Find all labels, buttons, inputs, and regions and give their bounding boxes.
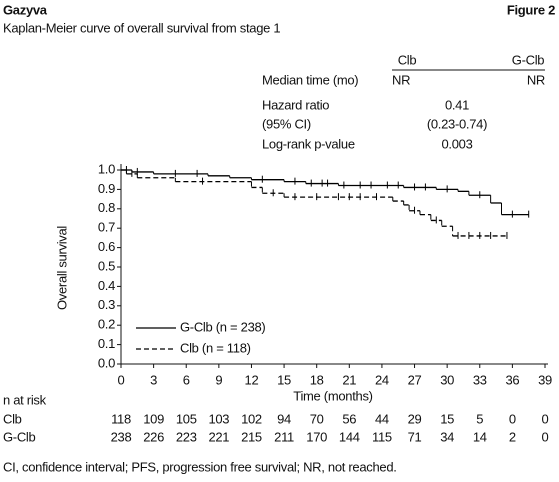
risk-title: n at risk	[3, 392, 47, 407]
risk-value: 238	[111, 429, 132, 444]
risk-value: 5	[476, 411, 483, 426]
x-tick-label: 12	[245, 372, 259, 387]
legend-label: Clb (n = 118)	[180, 340, 251, 355]
risk-value: 226	[143, 429, 164, 444]
stats-label: Hazard ratio	[262, 97, 329, 112]
risk-value: 221	[208, 429, 229, 444]
y-tick-label: 1.0	[98, 161, 115, 176]
risk-value: 211	[274, 429, 294, 444]
risk-value: 109	[143, 411, 164, 426]
stats-value: (0.23-0.74)	[427, 116, 487, 131]
x-tick-label: 24	[375, 372, 389, 387]
risk-value: 223	[176, 429, 197, 444]
risk-value: 0	[509, 411, 516, 426]
stats-col: G-Clb	[512, 52, 545, 67]
x-tick-label: 33	[473, 372, 487, 387]
stats-col: Clb	[398, 52, 417, 67]
y-tick-label: 0.2	[98, 317, 115, 332]
risk-value: 94	[277, 411, 291, 426]
risk-value: 29	[408, 411, 422, 426]
x-tick-label: 36	[505, 372, 519, 387]
risk-value: 14	[473, 429, 487, 444]
figure-label: Figure 2	[507, 2, 555, 17]
risk-value: 2	[509, 429, 516, 444]
risk-value: 105	[176, 411, 197, 426]
x-tick-label: 18	[310, 372, 324, 387]
stats-value: 0.003	[441, 136, 472, 151]
x-tick-label: 6	[183, 372, 190, 387]
x-tick-label: 9	[215, 372, 222, 387]
risk-value: 115	[372, 429, 392, 444]
x-tick-label: 27	[408, 372, 422, 387]
x-tick-label: 0	[118, 372, 125, 387]
y-tick-label: 0.4	[98, 278, 115, 293]
risk-value: 15	[440, 411, 454, 426]
y-tick-label: 0.6	[98, 239, 115, 254]
risk-value: 102	[241, 411, 262, 426]
risk-label: G-Clb	[3, 429, 36, 444]
risk-value: 44	[375, 411, 389, 426]
y-axis-label: Overall survival	[54, 226, 69, 310]
risk-value: 34	[440, 429, 454, 444]
x-tick-label: 39	[538, 372, 552, 387]
risk-value: 0	[542, 429, 549, 444]
stats-label: Median time (mo)	[262, 72, 358, 87]
risk-value: 215	[241, 429, 262, 444]
risk-value: 118	[111, 411, 131, 426]
stats-label: Log-rank p-value	[262, 136, 355, 151]
y-tick-label: 0.7	[98, 220, 115, 235]
risk-value: 56	[342, 411, 356, 426]
risk-value: 170	[306, 429, 327, 444]
x-tick-label: 30	[440, 372, 454, 387]
stats-value: 0.41	[445, 97, 469, 112]
stats-value: NR	[527, 72, 545, 87]
footnote: CI, confidence interval; PFS, progressio…	[3, 459, 397, 474]
brand: Gazyva	[3, 2, 48, 17]
y-tick-label: 0.1	[98, 336, 115, 351]
risk-value: 71	[408, 429, 422, 444]
stats-label: (95% CI)	[262, 116, 311, 131]
chart-title: Kaplan-Meier curve of overall survival f…	[3, 20, 280, 35]
y-tick-label: 0.9	[98, 181, 115, 196]
risk-value: 70	[310, 411, 324, 426]
x-axis-label: Time (months)	[293, 388, 372, 403]
x-tick-label: 3	[150, 372, 157, 387]
y-tick-label: 0.3	[98, 297, 115, 312]
x-tick-label: 21	[342, 372, 356, 387]
y-tick-label: 0.5	[98, 258, 115, 273]
y-tick-label: 0.8	[98, 200, 115, 215]
risk-label: Clb	[3, 411, 22, 426]
y-tick-label: 0.0	[98, 355, 115, 370]
risk-value: 0	[542, 411, 549, 426]
risk-value: 144	[339, 429, 360, 444]
risk-value: 103	[208, 411, 229, 426]
stats-value: NR	[392, 72, 410, 87]
x-tick-label: 15	[277, 372, 291, 387]
legend-label: G-Clb (n = 238)	[180, 319, 265, 334]
